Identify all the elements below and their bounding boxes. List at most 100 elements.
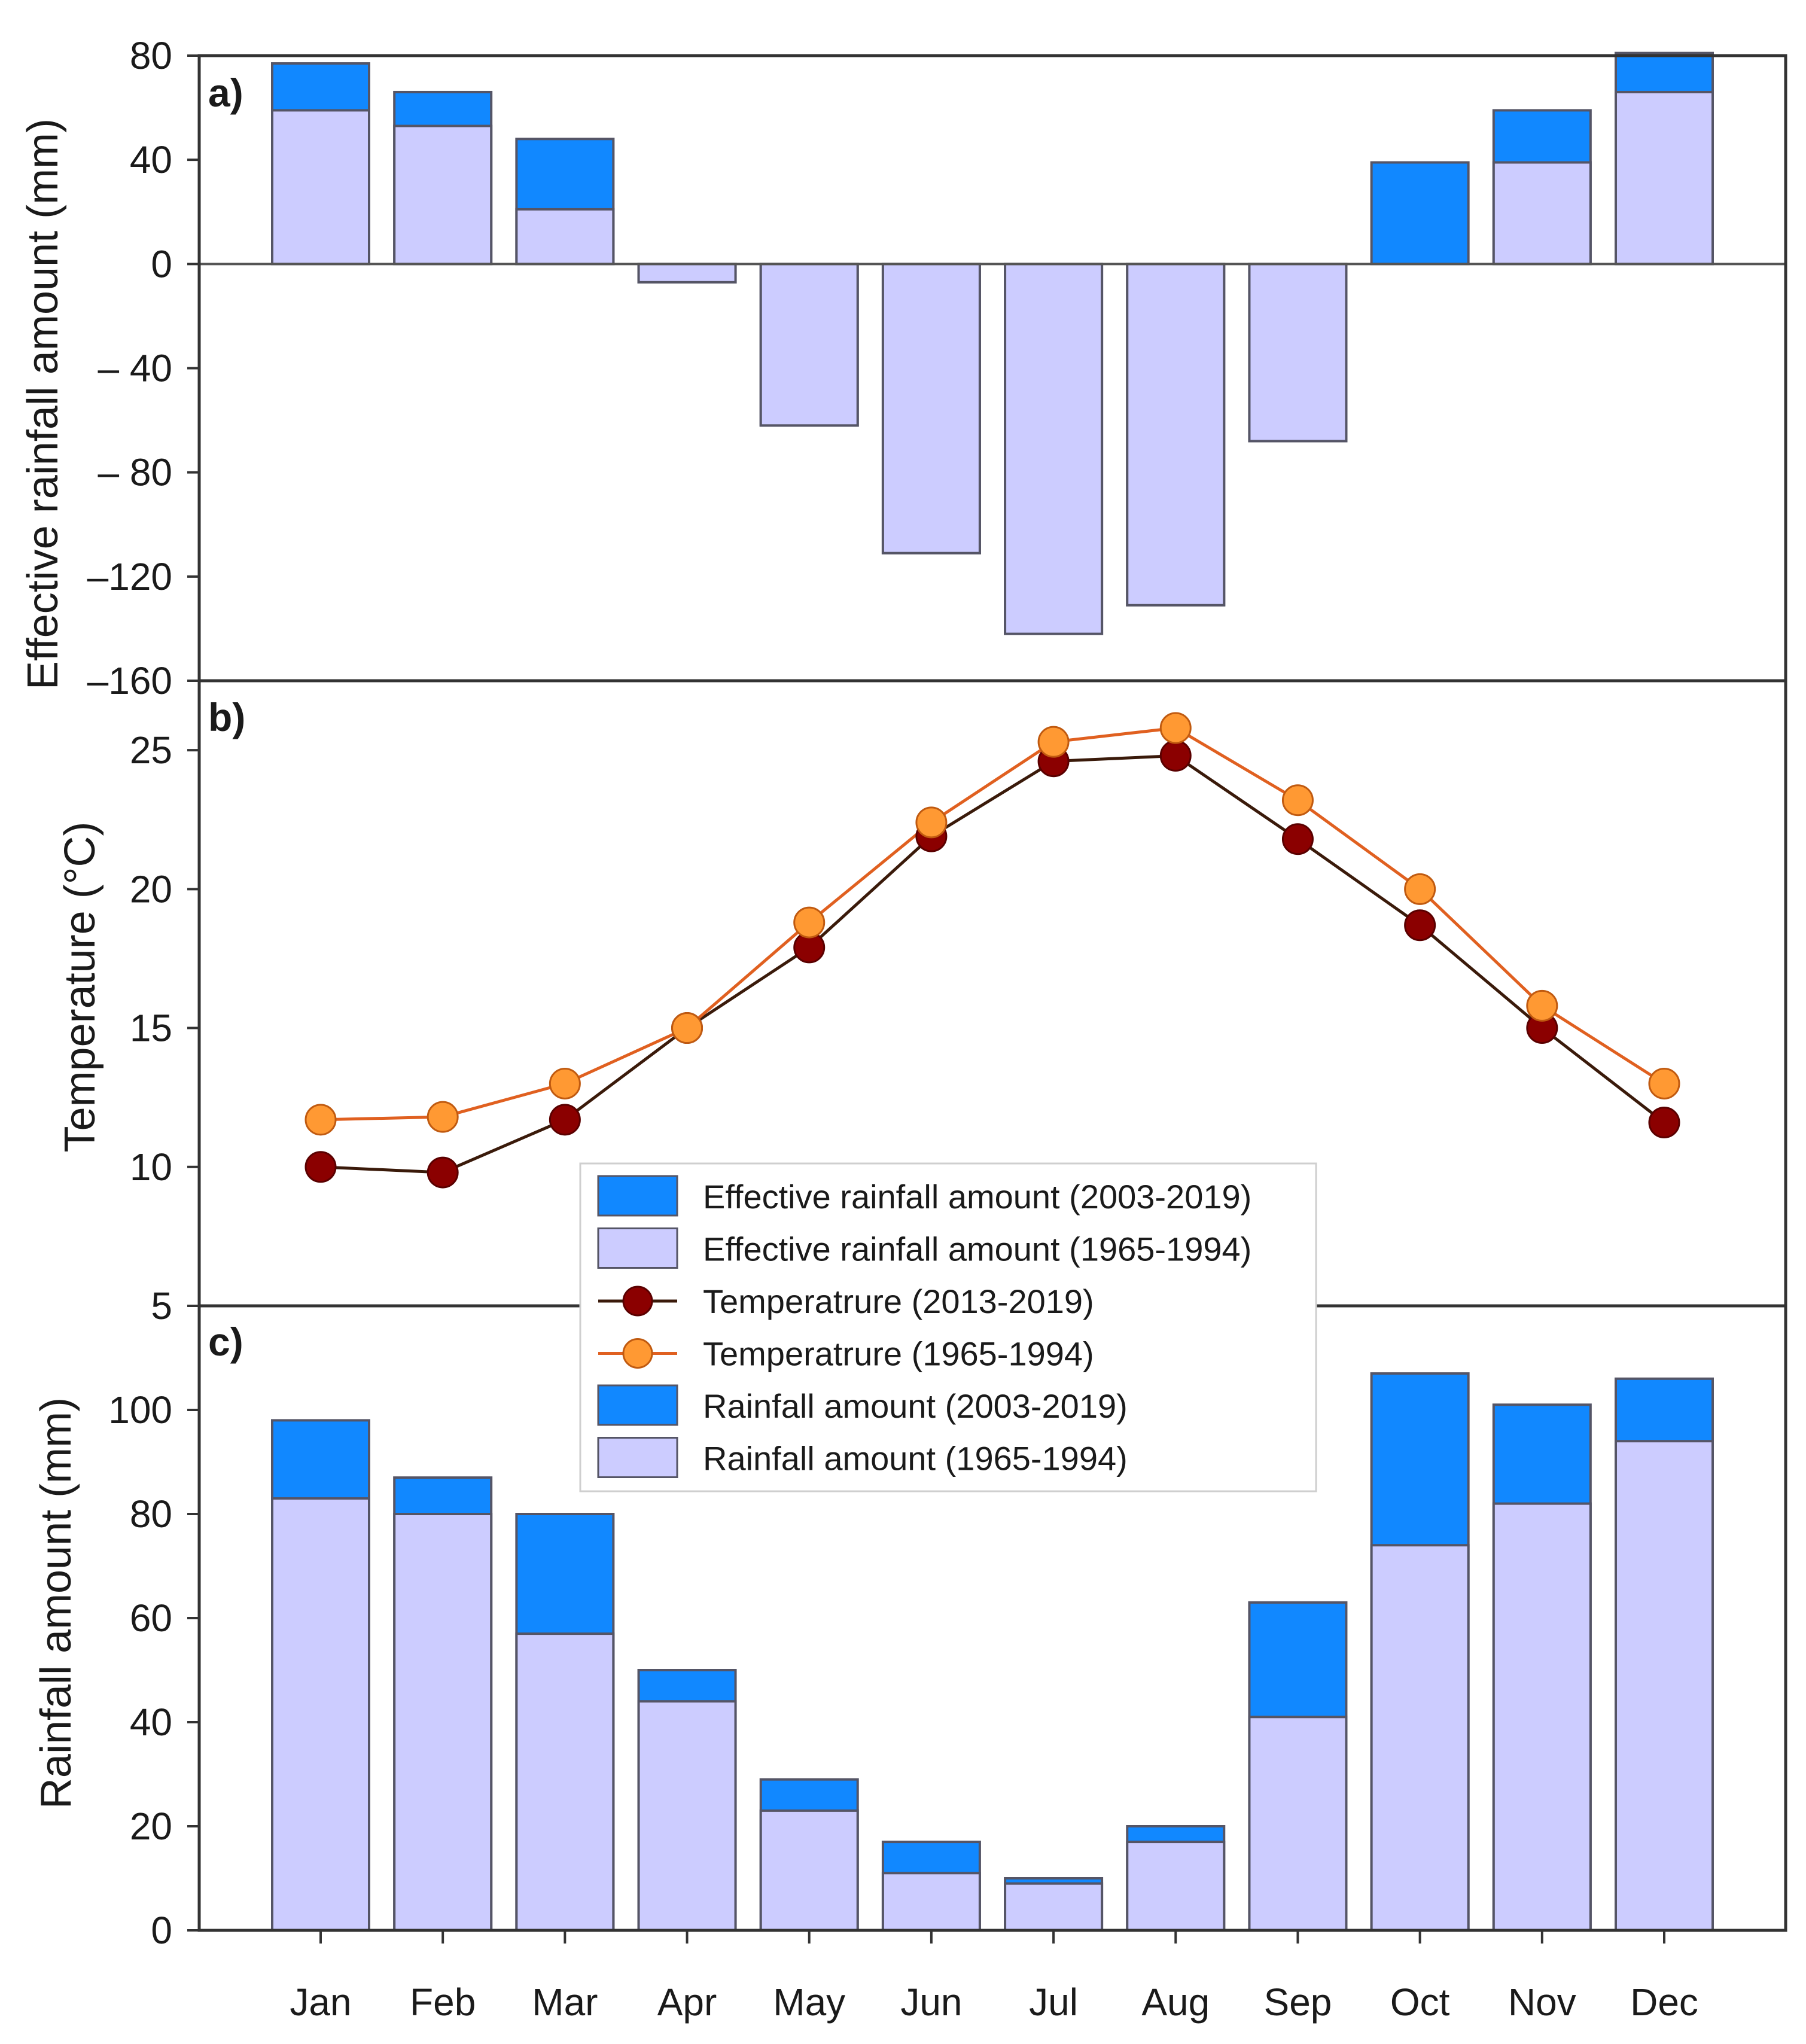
x-tick-label-oct: Oct bbox=[1390, 1981, 1450, 2024]
x-tick-label-aug: Aug bbox=[1141, 1981, 1210, 2024]
panel-a-y-tick-label: 0 bbox=[151, 242, 172, 285]
temperature-old-point-apr bbox=[671, 1012, 703, 1044]
temperature-old-line bbox=[320, 726, 1665, 1122]
legend-box bbox=[579, 1162, 1317, 1492]
temperature-new-line bbox=[320, 754, 1665, 1174]
bar-effective-old-dec bbox=[1615, 90, 1714, 266]
x-axis: Jan Feb Mar Apr May Jun Jul Aug Sep Oct Nov Dec bbox=[290, 1930, 1698, 2024]
panel-a-y-axis-title: Effective rainfall amount (mm) bbox=[19, 118, 67, 690]
temperature-old-point-sep bbox=[1281, 784, 1314, 817]
panel-b-points bbox=[304, 712, 1680, 1189]
panel-c-y-axis-title: Rainfall amount (mm) bbox=[32, 1397, 80, 1809]
temperature-old-point-may bbox=[793, 906, 826, 939]
bar-rainfall-old-aug bbox=[1126, 1841, 1226, 1932]
bar-effective-old-jun bbox=[881, 263, 981, 555]
panel-a-y-tick-label: 40 bbox=[130, 138, 172, 181]
legend-swatch-old-1 bbox=[597, 1227, 678, 1269]
temperature-new-point-feb bbox=[427, 1156, 459, 1189]
panel-b-y-tick-label: 25 bbox=[130, 729, 172, 772]
bar-effective-old-nov bbox=[1492, 161, 1592, 266]
panel-c-y-tick-label: 80 bbox=[130, 1492, 172, 1536]
panel-c-rainfall: 0 20 40 60 80 100 c) Rainfall amount (mm) bbox=[32, 1320, 1714, 1952]
panel-a-y-tick-label: – 40 bbox=[98, 347, 172, 390]
panel-c-y-tick-label: 0 bbox=[151, 1909, 172, 1952]
panel-b-y-tick-label: 10 bbox=[130, 1146, 172, 1189]
bar-rainfall-old-feb bbox=[393, 1513, 493, 1932]
panel-b-y-tick-label: 5 bbox=[151, 1284, 172, 1327]
bar-rainfall-old-mar bbox=[515, 1632, 615, 1932]
bar-rainfall-old-may bbox=[759, 1809, 859, 1932]
temperature-new-point-aug bbox=[1159, 739, 1192, 772]
panel-c-y-ticks: 0 20 40 60 80 100 bbox=[108, 1388, 199, 1952]
bar-effective-new-oct bbox=[1370, 161, 1470, 266]
x-tick-label-may: May bbox=[773, 1981, 845, 2024]
legend-label-1: Effective rainfall amount (1965-1994) bbox=[703, 1230, 1251, 1268]
bar-rainfall-old-dec bbox=[1615, 1440, 1714, 1932]
temperature-old-point-nov bbox=[1526, 989, 1558, 1022]
x-tick-label-mar: Mar bbox=[532, 1981, 598, 2024]
panel-c-y-tick-label: 100 bbox=[108, 1388, 172, 1431]
temperature-new-point-mar bbox=[549, 1104, 581, 1136]
panel-b-lines bbox=[320, 726, 1665, 1174]
temperature-old-point-mar bbox=[549, 1067, 581, 1099]
panel-a-y-tick-label: – 80 bbox=[98, 451, 172, 494]
legend-swatch-new-0 bbox=[597, 1175, 678, 1217]
temperature-new-point-oct bbox=[1404, 909, 1436, 942]
panel-c-label: c) bbox=[208, 1320, 243, 1364]
panel-a-effective-rainfall: 80 40 0 – 40 – 80 –120 –160 a) Effective rainf… bbox=[19, 34, 1786, 702]
panel-c-y-tick-label: 20 bbox=[130, 1805, 172, 1848]
temperature-old-point-aug bbox=[1159, 712, 1192, 744]
legend-label-5: Rainfall amount (1965-1994) bbox=[703, 1440, 1128, 1478]
x-tick-label-jun: Jun bbox=[900, 1981, 962, 2024]
legend-label-2: Temperatrure (2013-2019) bbox=[703, 1283, 1094, 1320]
temperature-old-point-jan bbox=[304, 1104, 337, 1136]
temperature-old-point-oct bbox=[1404, 873, 1436, 905]
bar-effective-old-jan bbox=[271, 109, 370, 266]
bar-rainfall-old-apr bbox=[637, 1700, 737, 1932]
x-tick-label-nov: Nov bbox=[1508, 1981, 1576, 2024]
temperature-new-point-jan bbox=[304, 1151, 337, 1183]
bar-rainfall-old-jul bbox=[1004, 1882, 1104, 1932]
temperature-old-point-jul bbox=[1037, 726, 1070, 758]
bar-rainfall-old-jan bbox=[271, 1497, 370, 1932]
x-tick-label-apr: Apr bbox=[657, 1981, 717, 2024]
bar-rainfall-old-jun bbox=[881, 1872, 981, 1932]
x-tick-label-jul: Jul bbox=[1029, 1981, 1078, 2024]
panel-c-bars bbox=[271, 1372, 1714, 1932]
bar-effective-old-mar bbox=[515, 208, 615, 266]
panel-c-y-tick-label: 40 bbox=[130, 1701, 172, 1744]
temperature-old-point-jun bbox=[915, 806, 948, 839]
legend-swatch-old-5 bbox=[597, 1437, 678, 1478]
legend-label-3: Temperatrure (1965-1994) bbox=[703, 1335, 1094, 1373]
bar-effective-old-aug bbox=[1126, 263, 1226, 607]
bar-effective-old-may bbox=[759, 263, 859, 427]
legend-marker-2 bbox=[622, 1286, 653, 1317]
legend-label-4: Rainfall amount (2003-2019) bbox=[703, 1387, 1128, 1425]
bar-rainfall-old-oct bbox=[1370, 1544, 1470, 1932]
temperature-old-point-feb bbox=[427, 1101, 459, 1133]
legend-label-0: Effective rainfall amount (2003-2019) bbox=[703, 1178, 1251, 1216]
panel-a-y-tick-label: –160 bbox=[87, 659, 172, 702]
x-tick-label-feb: Feb bbox=[410, 1981, 476, 2024]
panel-b-y-tick-label: 20 bbox=[130, 867, 172, 910]
panel-a-y-tick-label: 80 bbox=[130, 34, 172, 77]
panel-a-bars bbox=[271, 51, 1714, 635]
panel-a-y-tick-label: –120 bbox=[87, 555, 172, 598]
legend-swatch-new-4 bbox=[597, 1384, 678, 1426]
legend-marker-3 bbox=[622, 1338, 653, 1369]
panel-b-y-ticks: 5 10 15 20 25 bbox=[130, 729, 199, 1327]
bar-effective-old-jul bbox=[1004, 263, 1104, 635]
panel-b-temperature: 5 10 15 20 25 b) Temperature (°C) bbox=[56, 695, 1680, 1327]
legend: Effective rainfall amount (2003-2019) Eff… bbox=[579, 1162, 1317, 1492]
bar-effective-old-feb bbox=[393, 124, 493, 266]
panel-a-y-ticks: 80 40 0 – 40 – 80 –120 –160 bbox=[87, 34, 199, 702]
bar-rainfall-old-nov bbox=[1492, 1502, 1592, 1932]
temperature-new-point-dec bbox=[1648, 1106, 1680, 1138]
panel-c-y-tick-label: 60 bbox=[130, 1597, 172, 1640]
x-tick-label-jan: Jan bbox=[290, 1981, 351, 2024]
panel-a-label: a) bbox=[208, 71, 243, 115]
x-tick-label-sep: Sep bbox=[1264, 1981, 1332, 2024]
temperature-old-point-dec bbox=[1648, 1067, 1680, 1099]
bar-effective-old-sep bbox=[1248, 263, 1348, 443]
